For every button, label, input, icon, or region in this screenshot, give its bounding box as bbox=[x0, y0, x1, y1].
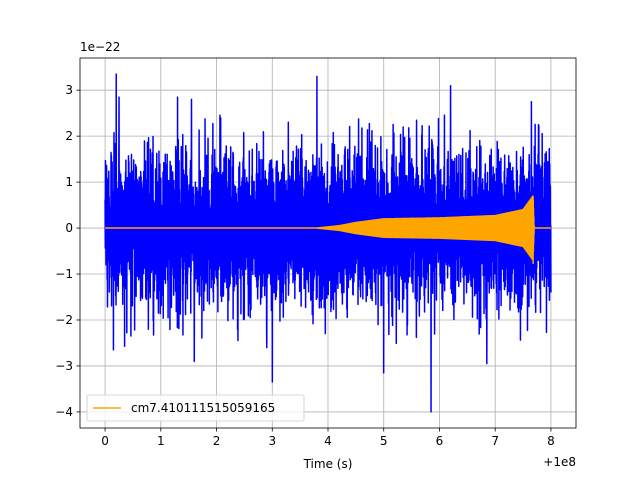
y-tick-label: −3 bbox=[55, 359, 73, 373]
y-tick-label: −2 bbox=[55, 313, 73, 327]
y-tick-label: 0 bbox=[65, 221, 73, 235]
x-axis-ticks: 0 1 2 3 4 5 6 7 8 bbox=[101, 428, 555, 448]
x-tick-label: 5 bbox=[380, 434, 388, 448]
x-axis-label: Time (s) bbox=[303, 457, 353, 471]
series-chirp-line bbox=[104, 195, 552, 264]
x-tick-label: 6 bbox=[436, 434, 444, 448]
x-tick-label: 7 bbox=[491, 434, 499, 448]
x-tick-label: 8 bbox=[547, 434, 555, 448]
y-tick-label: −1 bbox=[55, 267, 73, 281]
x-tick-label: 3 bbox=[268, 434, 276, 448]
x-tick-label: 0 bbox=[101, 434, 109, 448]
series-layer bbox=[104, 73, 552, 413]
x-tick-label: 4 bbox=[324, 434, 332, 448]
legend-box bbox=[86, 394, 305, 422]
y-scale-label: 1e−22 bbox=[80, 40, 120, 54]
y-tick-label: 1 bbox=[65, 175, 73, 189]
x-tick-label: 2 bbox=[213, 434, 221, 448]
legend-label-chirp: cm7.410111515059165 bbox=[131, 401, 275, 415]
legend: cm7.410111515059165 bbox=[86, 394, 305, 422]
x-offset-label: +1e8 bbox=[543, 455, 576, 469]
y-axis-ticks: −4 −3 −2 −1 0 1 2 3 bbox=[55, 83, 80, 419]
y-tick-label: 2 bbox=[65, 129, 73, 143]
y-tick-label: −4 bbox=[55, 405, 73, 419]
y-tick-label: 3 bbox=[65, 83, 73, 97]
x-tick-label: 1 bbox=[157, 434, 165, 448]
